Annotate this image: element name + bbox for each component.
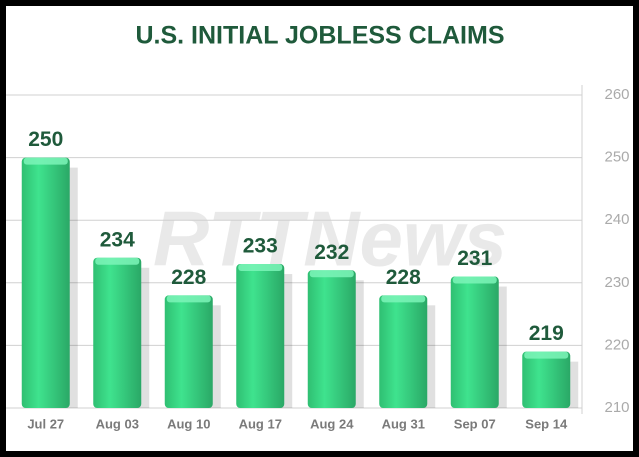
value-label: 250 (28, 128, 63, 151)
bar (93, 257, 142, 408)
bar (522, 351, 571, 408)
bar (379, 295, 428, 408)
bar-top (166, 295, 211, 303)
plot-area: 210 220 230 240 250 260 Jul 27 250 Aug 03 234 Aug … (6, 85, 630, 431)
x-tick-label: Aug 24 (310, 416, 354, 431)
y-tick-label: 240 (604, 211, 629, 228)
value-label: 228 (171, 266, 206, 289)
bar-top (23, 157, 68, 165)
value-label: 228 (386, 266, 421, 289)
y-tick-label: 260 (604, 86, 629, 103)
x-tick-label: Sep 07 (454, 416, 496, 431)
bar (21, 157, 70, 408)
y-tick-label: 220 (604, 336, 629, 353)
x-tick-label: Jul 27 (27, 416, 64, 431)
bar (236, 264, 285, 408)
bar-top (452, 276, 497, 284)
value-label: 233 (243, 235, 278, 258)
watermark: RTTNews (153, 195, 507, 283)
value-label: 232 (314, 241, 349, 264)
x-tick-label: Aug 31 (382, 416, 425, 431)
bar-top (381, 295, 426, 303)
y-tick-label: 250 (604, 149, 629, 166)
bar-top (95, 257, 140, 265)
value-label: 219 (529, 322, 564, 345)
value-label: 234 (100, 228, 135, 251)
bar-top (238, 264, 283, 272)
chart-title: U.S. INITIAL JOBLESS CLAIMS (135, 22, 504, 50)
value-label: 231 (457, 247, 492, 270)
x-tick-label: Aug 10 (167, 416, 210, 431)
bar (307, 270, 356, 408)
bar-top (309, 270, 354, 278)
x-tick-label: Aug 17 (239, 416, 282, 431)
x-tick-label: Aug 03 (96, 416, 139, 431)
x-tick-label: Sep 14 (525, 416, 568, 431)
bar (450, 276, 499, 408)
bar-top (524, 351, 569, 359)
bar (164, 295, 213, 408)
y-tick-label: 210 (604, 399, 629, 416)
y-tick-label: 230 (604, 274, 629, 291)
